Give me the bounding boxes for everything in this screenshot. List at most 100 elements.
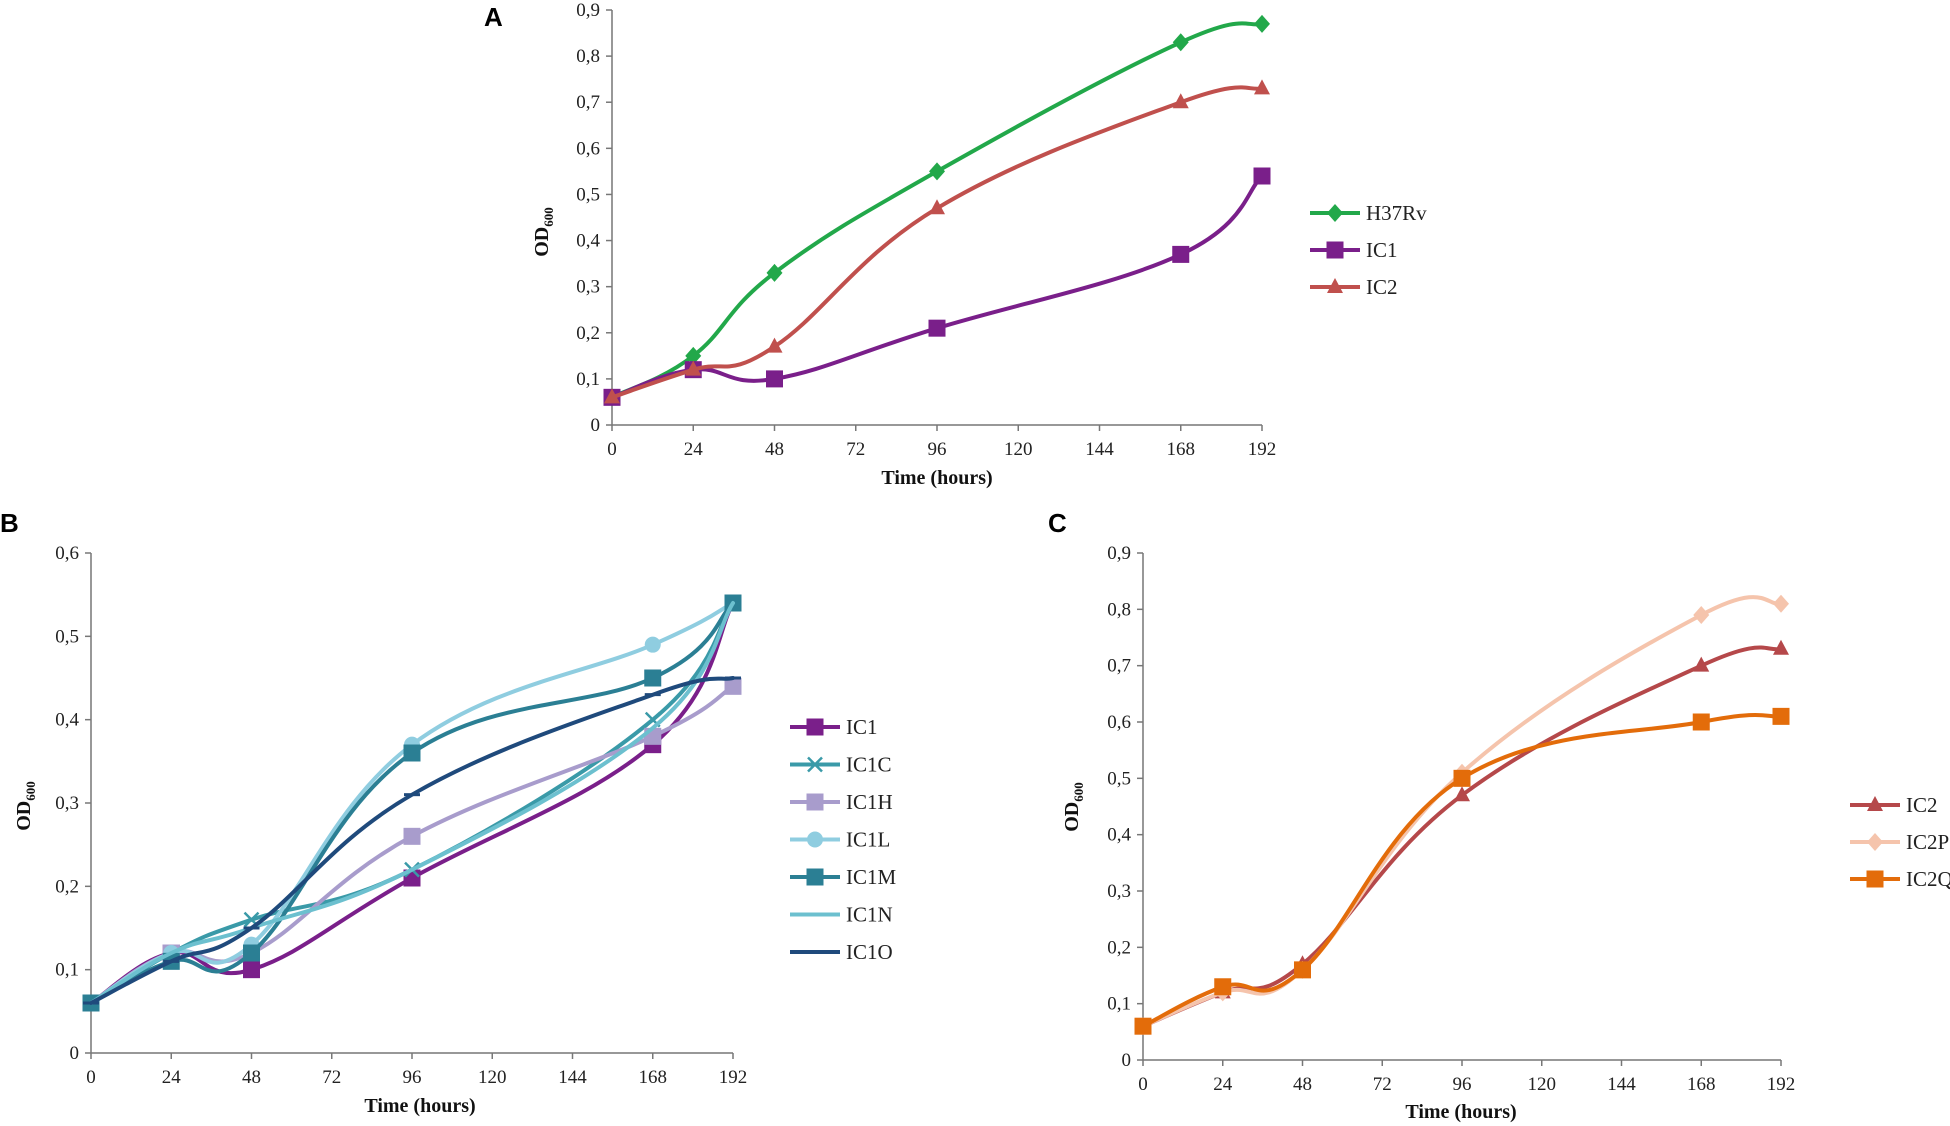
legend-label: IC1C	[846, 753, 892, 777]
series-ic2p	[1135, 594, 1789, 1036]
data-point	[1214, 978, 1232, 996]
data-point	[604, 388, 620, 404]
x-tick-label: 96	[1453, 1074, 1472, 1095]
data-point	[1294, 961, 1311, 979]
data-point	[1693, 656, 1710, 672]
data-point	[403, 827, 421, 845]
legend-label: IC2	[1906, 793, 1938, 817]
x-tick-label: 144	[1085, 439, 1114, 460]
legend-item-ic1: IC1	[1310, 238, 1398, 262]
x-tick-label: 0	[86, 1067, 96, 1088]
x-tick-label: 168	[1167, 439, 1196, 460]
y-tick-label: 0,4	[1107, 825, 1131, 846]
y-tick-label: 0,4	[576, 231, 600, 252]
legend-label: IC1L	[846, 828, 890, 852]
legend-item-h37rv: H37Rv	[1310, 201, 1427, 225]
data-point	[1772, 707, 1790, 725]
legend-label: IC1H	[846, 790, 893, 814]
series-line	[610, 85, 1264, 400]
y-tick-label: 0,6	[576, 138, 600, 159]
x-tick-label: 120	[1004, 439, 1033, 460]
legend-label: IC1O	[846, 940, 893, 964]
x-tick-label: 168	[1687, 1074, 1716, 1095]
legend-swatch-marker	[1867, 796, 1883, 811]
legend-item-ic1: IC1	[790, 715, 878, 739]
x-tick-label: 120	[478, 1067, 507, 1088]
legend-swatch-marker	[806, 718, 824, 736]
legend-swatch-marker	[807, 831, 823, 848]
x-tick-label: 192	[1767, 1074, 1796, 1095]
y-axis-title-subscript: 600	[541, 207, 556, 227]
x-tick-label: 120	[1528, 1074, 1557, 1095]
series-ic1n	[89, 601, 735, 1005]
x-tick-label: 72	[322, 1067, 341, 1088]
series-ic2q	[1134, 707, 1790, 1035]
panel-label: A	[484, 2, 503, 32]
panel-label: B	[0, 508, 19, 538]
legend-item-ic2q: IC2Q	[1850, 867, 1950, 891]
legend-swatch-marker	[807, 756, 823, 773]
data-point	[1773, 639, 1789, 655]
x-tick-label: 144	[1607, 1074, 1636, 1095]
x-tick-label: 72	[846, 439, 865, 460]
legend-label: IC1	[1366, 238, 1398, 262]
y-tick-label: 0,2	[55, 876, 79, 897]
y-axis-title: OD600	[13, 781, 38, 831]
series-line	[89, 601, 735, 1005]
legend-item-ic1n: IC1N	[790, 903, 893, 927]
data-point	[1773, 594, 1789, 613]
y-axis-title: OD600	[531, 207, 556, 257]
y-axis-title-subscript: 600	[23, 781, 38, 801]
legend-item-ic1m: IC1M	[790, 865, 897, 889]
chart-c: C 0 0,1 0,2 0,3 0,4 0,5 0,6 0,7 0,8 0,9 0 24 48 72 96 12…	[1048, 508, 1950, 1123]
y-tick-label: 0,5	[1107, 768, 1131, 789]
x-tick-label: 168	[639, 1067, 668, 1088]
x-tick-label: 24	[1213, 1074, 1233, 1095]
data-point	[243, 944, 260, 962]
legend-item-ic1c: IC1C	[790, 753, 892, 777]
series-line	[1141, 645, 1783, 1029]
x-tick-label: 192	[1248, 439, 1277, 460]
y-tick-label: 0	[70, 1043, 80, 1064]
legend-item-ic1h: IC1H	[790, 790, 893, 814]
data-point	[685, 360, 702, 376]
data-point	[766, 370, 783, 388]
legend-swatch-marker	[1866, 870, 1884, 888]
y-tick-label: 0,1	[576, 369, 600, 390]
y-axis-title-subscript: 600	[1071, 782, 1086, 802]
y-tick-label: 0,7	[1107, 656, 1131, 677]
legend-item-ic1o: IC1O	[790, 940, 893, 964]
data-point	[644, 636, 661, 653]
y-tick-label: 0,7	[576, 92, 600, 113]
data-point	[766, 263, 783, 282]
y-tick-label: 0,3	[55, 793, 79, 814]
y-tick-label: 0,9	[576, 0, 600, 21]
legend-swatch-marker	[1326, 241, 1344, 259]
data-point	[1693, 605, 1710, 624]
series-ic1o	[83, 676, 741, 1005]
legend-item-ic2p: IC2P	[1850, 830, 1949, 854]
legend-label: IC2Q	[1906, 867, 1950, 891]
data-point	[766, 337, 783, 353]
y-tick-label: 0,4	[55, 710, 79, 731]
data-point	[929, 199, 945, 215]
series-ic2	[604, 79, 1270, 404]
data-point	[1254, 14, 1270, 33]
y-tick-label: 0,5	[55, 626, 79, 647]
legend-label: H37Rv	[1366, 201, 1427, 225]
x-axis-title: Time (hours)	[881, 467, 992, 489]
legend-item-ic1l: IC1L	[790, 828, 890, 852]
y-tick-label: 0,6	[1107, 712, 1131, 733]
x-tick-label: 72	[1373, 1074, 1392, 1095]
data-point	[929, 162, 945, 181]
chart-a: A 0 0,1 0,2 0,3 0,4 0,5 0,6 0,7 0,8 0,9 0 24 48 72 96 12…	[484, 0, 1427, 489]
data-point	[1253, 167, 1271, 185]
data-point	[928, 319, 946, 337]
legend-label: IC1N	[846, 903, 893, 927]
data-point	[1453, 769, 1471, 787]
legend-label: IC2	[1366, 275, 1398, 299]
data-point	[685, 346, 702, 365]
x-tick-label: 48	[1293, 1074, 1312, 1095]
x-tick-label: 96	[403, 1067, 422, 1088]
data-point	[1172, 245, 1190, 263]
